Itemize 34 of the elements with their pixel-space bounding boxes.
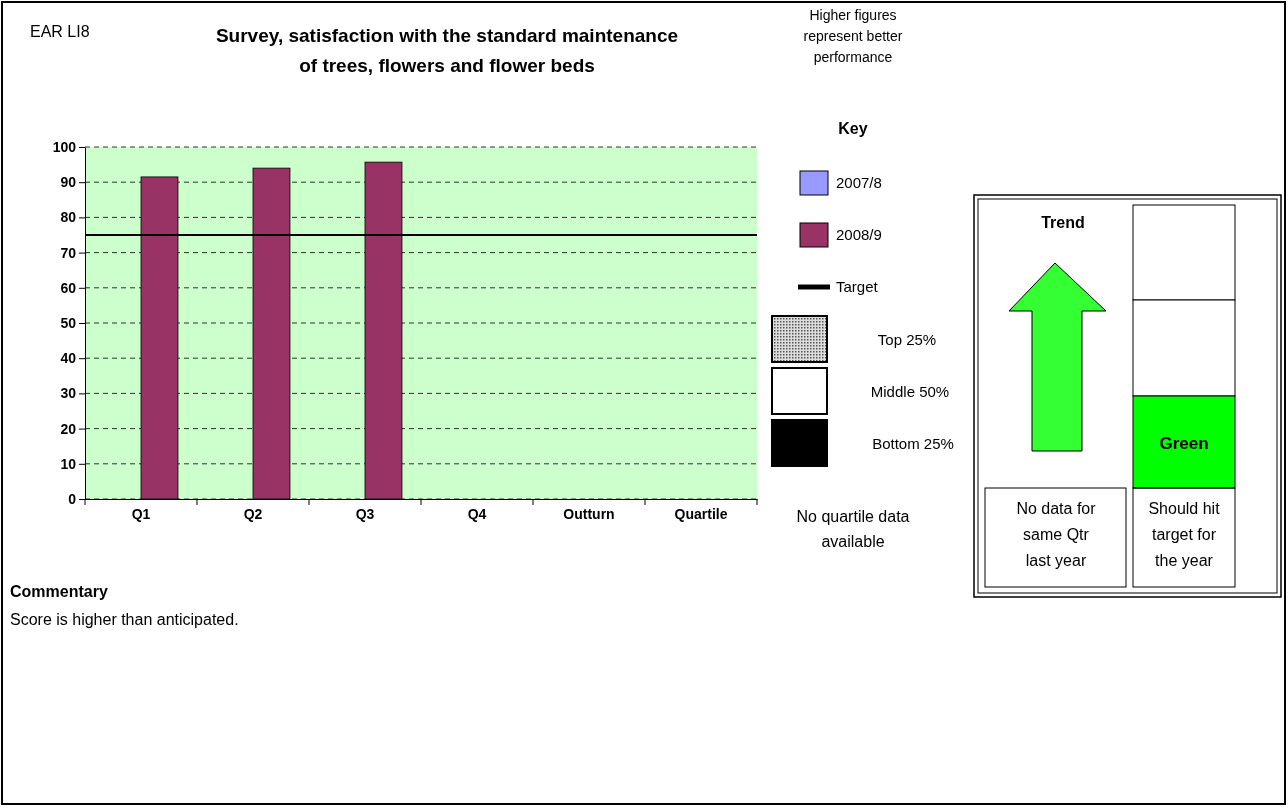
y-tick-label: 20 (60, 420, 77, 437)
text: Should hit target for the year (1148, 500, 1221, 569)
y-tick-label: 80 (60, 209, 77, 226)
x-tick-label: Quartile (674, 505, 728, 522)
text: Top 25% (877, 331, 937, 348)
text: Key (838, 120, 868, 137)
text: Higher figures represent better performance (803, 7, 903, 65)
y-tick-label: 90 (60, 174, 77, 191)
text: Commentary (10, 583, 108, 600)
text: Score is higher than anticipated. (10, 611, 239, 628)
y-tick-label: 60 (60, 279, 77, 296)
text: Trend (1041, 214, 1085, 231)
text: EAR LI8 (30, 23, 90, 40)
y-tick-label: 0 (68, 490, 77, 507)
chart-title: Survey, satisfaction with the standard maintenance of trees, flowers and flower beds (215, 25, 679, 76)
y-tick-label: 100 (52, 138, 77, 155)
y-tick-label: 70 (60, 244, 77, 261)
x-tick-label: Q2 (243, 505, 263, 522)
text: No data for same Qtr last year (1016, 500, 1097, 569)
text: Green (1159, 434, 1209, 453)
legend-label: Target (836, 278, 879, 295)
legend-label: 2008/9 (836, 226, 882, 243)
x-tick-label: Q3 (355, 505, 375, 522)
x-tick-label: Outturn (563, 505, 615, 522)
legend-label: 2007/8 (836, 174, 882, 191)
y-tick-label: 40 (60, 350, 77, 367)
y-tick-label: 50 (60, 314, 77, 331)
y-tick-label: 10 (60, 455, 77, 472)
text: No quartile data available (796, 508, 910, 550)
text: Middle 50% (870, 383, 950, 400)
x-tick-label: Q1 (131, 505, 151, 522)
text: Bottom 25% (872, 435, 954, 452)
y-tick-label: 30 (60, 385, 77, 402)
x-tick-label: Q4 (467, 505, 487, 522)
